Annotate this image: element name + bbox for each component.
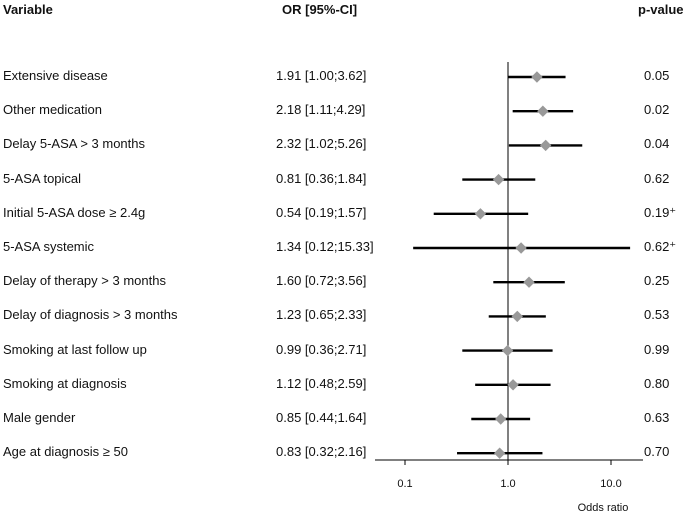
p-value: 0.70 bbox=[644, 444, 670, 460]
or-ci-value: 0.83 [0.32;2.16] bbox=[276, 444, 367, 460]
x-axis-label: Odds ratio bbox=[578, 502, 629, 514]
variable-label: Extensive disease bbox=[3, 68, 108, 83]
table-row: Other medication 2.18 [1.11;4.29] bbox=[0, 102, 400, 122]
p-value: 0.63 bbox=[644, 410, 670, 425]
table-row: 5-ASA topical 0.81 [0.36;1.84] bbox=[0, 171, 400, 191]
table-row: Delay of therapy > 3 months 1.60 [0.72;3.… bbox=[0, 273, 400, 293]
variable-label: Smoking at last follow up bbox=[3, 341, 147, 357]
x-tick-label: 1.0 bbox=[500, 478, 515, 490]
variable-label: Delay of diagnosis > 3 months bbox=[3, 307, 178, 323]
variable-label: Delay 5-ASA > 3 months bbox=[3, 136, 145, 152]
or-marker bbox=[539, 139, 552, 152]
table-row: 5-ASA systemic 1.34 [0.12;15.33] bbox=[0, 239, 400, 259]
p-value: 0.02 bbox=[644, 102, 670, 118]
or-ci-value: 0.54 [0.19;1.57] bbox=[276, 204, 367, 220]
or-ci-value: 1.23 [0.65;2.33] bbox=[276, 307, 367, 323]
variable-label: 5-ASA systemic bbox=[3, 239, 95, 254]
p-value: 0.19⁺ bbox=[644, 204, 677, 220]
table-row: Initial 5-ASA dose ≥ 2.4g 0.54 [0.19;1.57… bbox=[0, 205, 400, 225]
or-ci-value: 1.34 [0.12;15.33] bbox=[276, 239, 374, 254]
variable-label: Male gender bbox=[3, 410, 76, 425]
or-marker bbox=[474, 208, 487, 220]
or-ci-value: 2.18 [1.11;4.29] bbox=[276, 102, 366, 118]
or-marker bbox=[511, 310, 523, 323]
p-value: 0.80 bbox=[644, 375, 670, 391]
table-row: Age at diagnosis ≥ 50 0.83 [0.32;2.16] bbox=[0, 444, 400, 464]
table-row: Delay of diagnosis > 3 months 1.23 [0.65;… bbox=[0, 307, 400, 327]
p-value: 0.53 bbox=[644, 307, 670, 323]
variable-header: Variable bbox=[3, 2, 53, 17]
p-value-header: p-value bbox=[638, 2, 684, 17]
variable-label: Delay of therapy > 3 months bbox=[3, 273, 166, 289]
variable-label: 5-ASA topical bbox=[3, 170, 82, 186]
table-row: Smoking at diagnosis 1.12 [0.48;2.59] bbox=[0, 376, 400, 396]
p-value: 0.62⁺ bbox=[644, 239, 677, 254]
or-marker bbox=[501, 344, 514, 357]
or-ci-value: 1.60 [0.72;3.56] bbox=[276, 273, 367, 289]
or-marker bbox=[495, 413, 507, 425]
or-marker bbox=[507, 379, 519, 391]
p-value: 0.99 bbox=[644, 341, 670, 357]
or-ci-value: 0.81 [0.36;1.84] bbox=[276, 170, 367, 186]
p-value: 0.62 bbox=[644, 170, 670, 186]
or-ci-value: 0.85 [0.44;1.64] bbox=[276, 410, 367, 425]
p-value: 0.25 bbox=[644, 273, 670, 289]
or-marker bbox=[492, 173, 505, 186]
or-ci-value: 0.99 [0.36;2.71] bbox=[276, 341, 367, 357]
table-row: Extensive disease 1.91 [1.00;3.62] bbox=[0, 68, 400, 88]
table-row: Smoking at last follow up 0.99 [0.36;2.71… bbox=[0, 342, 400, 362]
p-value: 0.05 bbox=[644, 68, 670, 83]
variable-label: Age at diagnosis ≥ 50 bbox=[3, 444, 128, 460]
variable-label: Other medication bbox=[3, 102, 102, 118]
or-ci-value: 1.91 [1.00;3.62] bbox=[276, 68, 367, 83]
table-row: Male gender 0.85 [0.44;1.64] bbox=[0, 410, 400, 430]
or-marker bbox=[537, 105, 549, 117]
or-marker bbox=[515, 242, 527, 254]
or-ci-value: 2.32 [1.02;5.26] bbox=[276, 136, 367, 152]
variable-label: Smoking at diagnosis bbox=[3, 375, 127, 391]
or-marker bbox=[523, 276, 535, 288]
or-ci-value: 1.12 [0.48;2.59] bbox=[276, 375, 367, 391]
x-tick-label: 0.1 bbox=[397, 478, 412, 490]
or-marker bbox=[493, 447, 506, 459]
or-ci-header: OR [95%-CI] bbox=[282, 2, 358, 17]
p-value: 0.04 bbox=[644, 136, 670, 152]
x-tick-label: 10.0 bbox=[600, 478, 621, 490]
or-marker bbox=[531, 71, 543, 83]
table-row: Delay 5-ASA > 3 months 2.32 [1.02;5.26] bbox=[0, 136, 400, 156]
variable-label: Initial 5-ASA dose ≥ 2.4g bbox=[3, 204, 146, 220]
